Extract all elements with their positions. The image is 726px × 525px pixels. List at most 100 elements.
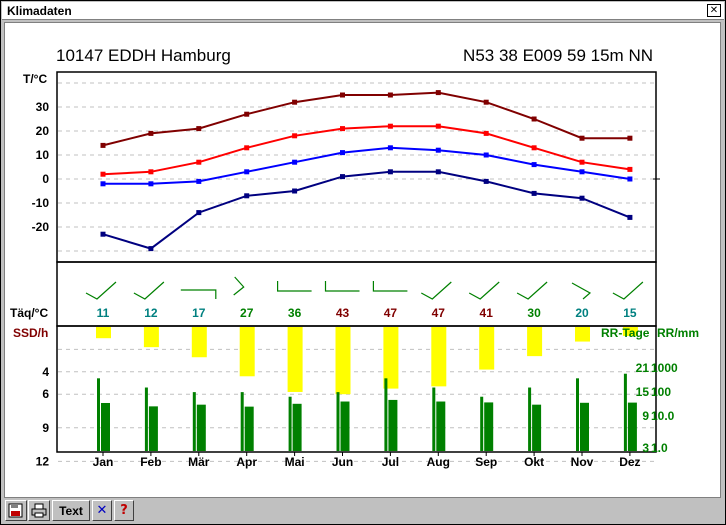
- heat-day-value: 43: [336, 306, 350, 320]
- precip-days-tick: 21: [636, 361, 650, 375]
- precip-mm-tick: 1000: [651, 361, 678, 375]
- data-point: [100, 231, 106, 237]
- heat-day-values: 11 12 17 27 36 43 47 47 41 30 20 15: [97, 306, 637, 320]
- wind-symbol: [516, 281, 548, 300]
- data-point: [483, 99, 489, 105]
- sunshine-bar: [431, 327, 447, 387]
- precip-days-tick: 9: [642, 409, 649, 423]
- wind-symbol: [133, 281, 165, 300]
- data-point: [100, 181, 106, 187]
- sunshine-tick-label: 9: [42, 421, 49, 435]
- data-point: [292, 159, 298, 165]
- window-title: Klimadaten: [7, 4, 72, 18]
- month-label: Jan: [93, 455, 114, 469]
- data-point: [244, 193, 250, 199]
- wind-symbol: [180, 289, 217, 299]
- precip-tick-labels: 21 15 9 3 1000 100 10.0 1.0: [636, 361, 678, 455]
- heat-day-value: 47: [432, 306, 446, 320]
- print-icon: [31, 503, 47, 518]
- month-label: Mai: [285, 455, 305, 469]
- precip-mm-bar: [101, 402, 110, 451]
- precip-mm-label: RR/mm: [657, 326, 699, 340]
- text-button[interactable]: Text: [52, 500, 90, 521]
- close-window-button[interactable]: ✕: [707, 4, 721, 17]
- wind-symbols: [85, 276, 644, 300]
- heat-day-value: 20: [575, 306, 589, 320]
- precip-mm-bar: [196, 404, 206, 451]
- data-point: [244, 111, 250, 117]
- precip-days-bar: [97, 378, 100, 451]
- temperature-tick-label: -20: [32, 220, 50, 234]
- series-line-4: [102, 170, 631, 250]
- station-coords: N53 38 E009 59 15m NN: [463, 46, 653, 65]
- wind-symbol: [85, 281, 117, 300]
- precip-days-bar: [480, 396, 484, 451]
- month-label: Aug: [427, 455, 450, 469]
- data-point: [148, 181, 154, 187]
- climate-chart: 10147 EDDH Hamburg N53 38 E009 59 15m NN…: [10, 46, 699, 469]
- temperature-axis-label: T/°C: [23, 72, 47, 86]
- print-button[interactable]: [28, 500, 50, 521]
- temperature-grid: [58, 82, 660, 252]
- data-point: [244, 169, 250, 175]
- sunshine-bar: [287, 327, 303, 392]
- precip-mm-bar: [148, 406, 158, 451]
- data-point: [292, 99, 298, 105]
- precip-days-bar: [144, 387, 148, 451]
- save-button[interactable]: [5, 500, 27, 521]
- precip-mm-bar: [627, 402, 637, 451]
- data-point: [340, 174, 345, 180]
- heat-days-label: Täq/°C: [10, 306, 48, 320]
- data-point: [387, 92, 393, 98]
- data-point: [627, 166, 633, 172]
- month-label: Apr: [236, 455, 257, 469]
- data-point: [531, 190, 537, 196]
- month-label: Dez: [619, 455, 640, 469]
- precip-mm-bar: [244, 406, 254, 451]
- toolbar: Text ✕ ?: [2, 499, 724, 524]
- title-bar: Klimadaten ✕: [2, 2, 724, 20]
- data-point: [579, 195, 585, 201]
- precip-days-bar: [528, 387, 532, 451]
- precip-days-bar: [432, 387, 436, 451]
- data-point: [483, 178, 489, 184]
- data-point: [627, 135, 633, 141]
- data-point: [531, 145, 537, 151]
- heat-day-value: 12: [144, 306, 158, 320]
- heat-day-value: 41: [480, 306, 494, 320]
- data-point: [387, 169, 393, 175]
- sunshine-axis-label: SSD/h: [13, 326, 48, 340]
- precip-mm-bar: [340, 401, 350, 451]
- precip-days-bar: [192, 392, 196, 451]
- data-point: [148, 246, 154, 252]
- wind-symbol: [421, 281, 452, 300]
- precip-mm-bar: [532, 404, 542, 451]
- data-point: [196, 178, 202, 184]
- data-point: [483, 152, 489, 158]
- heat-day-value: 17: [192, 306, 206, 320]
- help-button[interactable]: ?: [114, 500, 134, 521]
- sunshine-tick-label: 6: [42, 387, 49, 401]
- cancel-button[interactable]: ✕: [92, 500, 112, 521]
- data-point: [435, 147, 441, 153]
- sunshine-bar: [383, 327, 399, 389]
- temperature-series: [100, 90, 633, 252]
- heat-day-value: 27: [240, 306, 254, 320]
- station-title: 10147 EDDH Hamburg: [56, 46, 231, 65]
- heat-day-value: 30: [527, 306, 541, 320]
- data-point: [579, 159, 585, 165]
- data-point: [627, 214, 633, 220]
- data-point: [340, 92, 345, 98]
- close-icon: ✕: [96, 503, 108, 518]
- precip-mm-bar: [436, 401, 446, 451]
- wind-symbol: [571, 282, 592, 300]
- data-point: [292, 133, 298, 139]
- precip-mm-bar: [484, 402, 494, 451]
- precip-days-bar: [384, 378, 388, 451]
- sunshine-bar: [143, 327, 159, 348]
- month-label: Feb: [140, 455, 161, 469]
- temperature-tick-label: 0: [42, 172, 49, 186]
- precip-mm-tick: 1.0: [651, 441, 668, 455]
- sunshine-precip-panel: [56, 325, 657, 453]
- data-point: [196, 126, 202, 132]
